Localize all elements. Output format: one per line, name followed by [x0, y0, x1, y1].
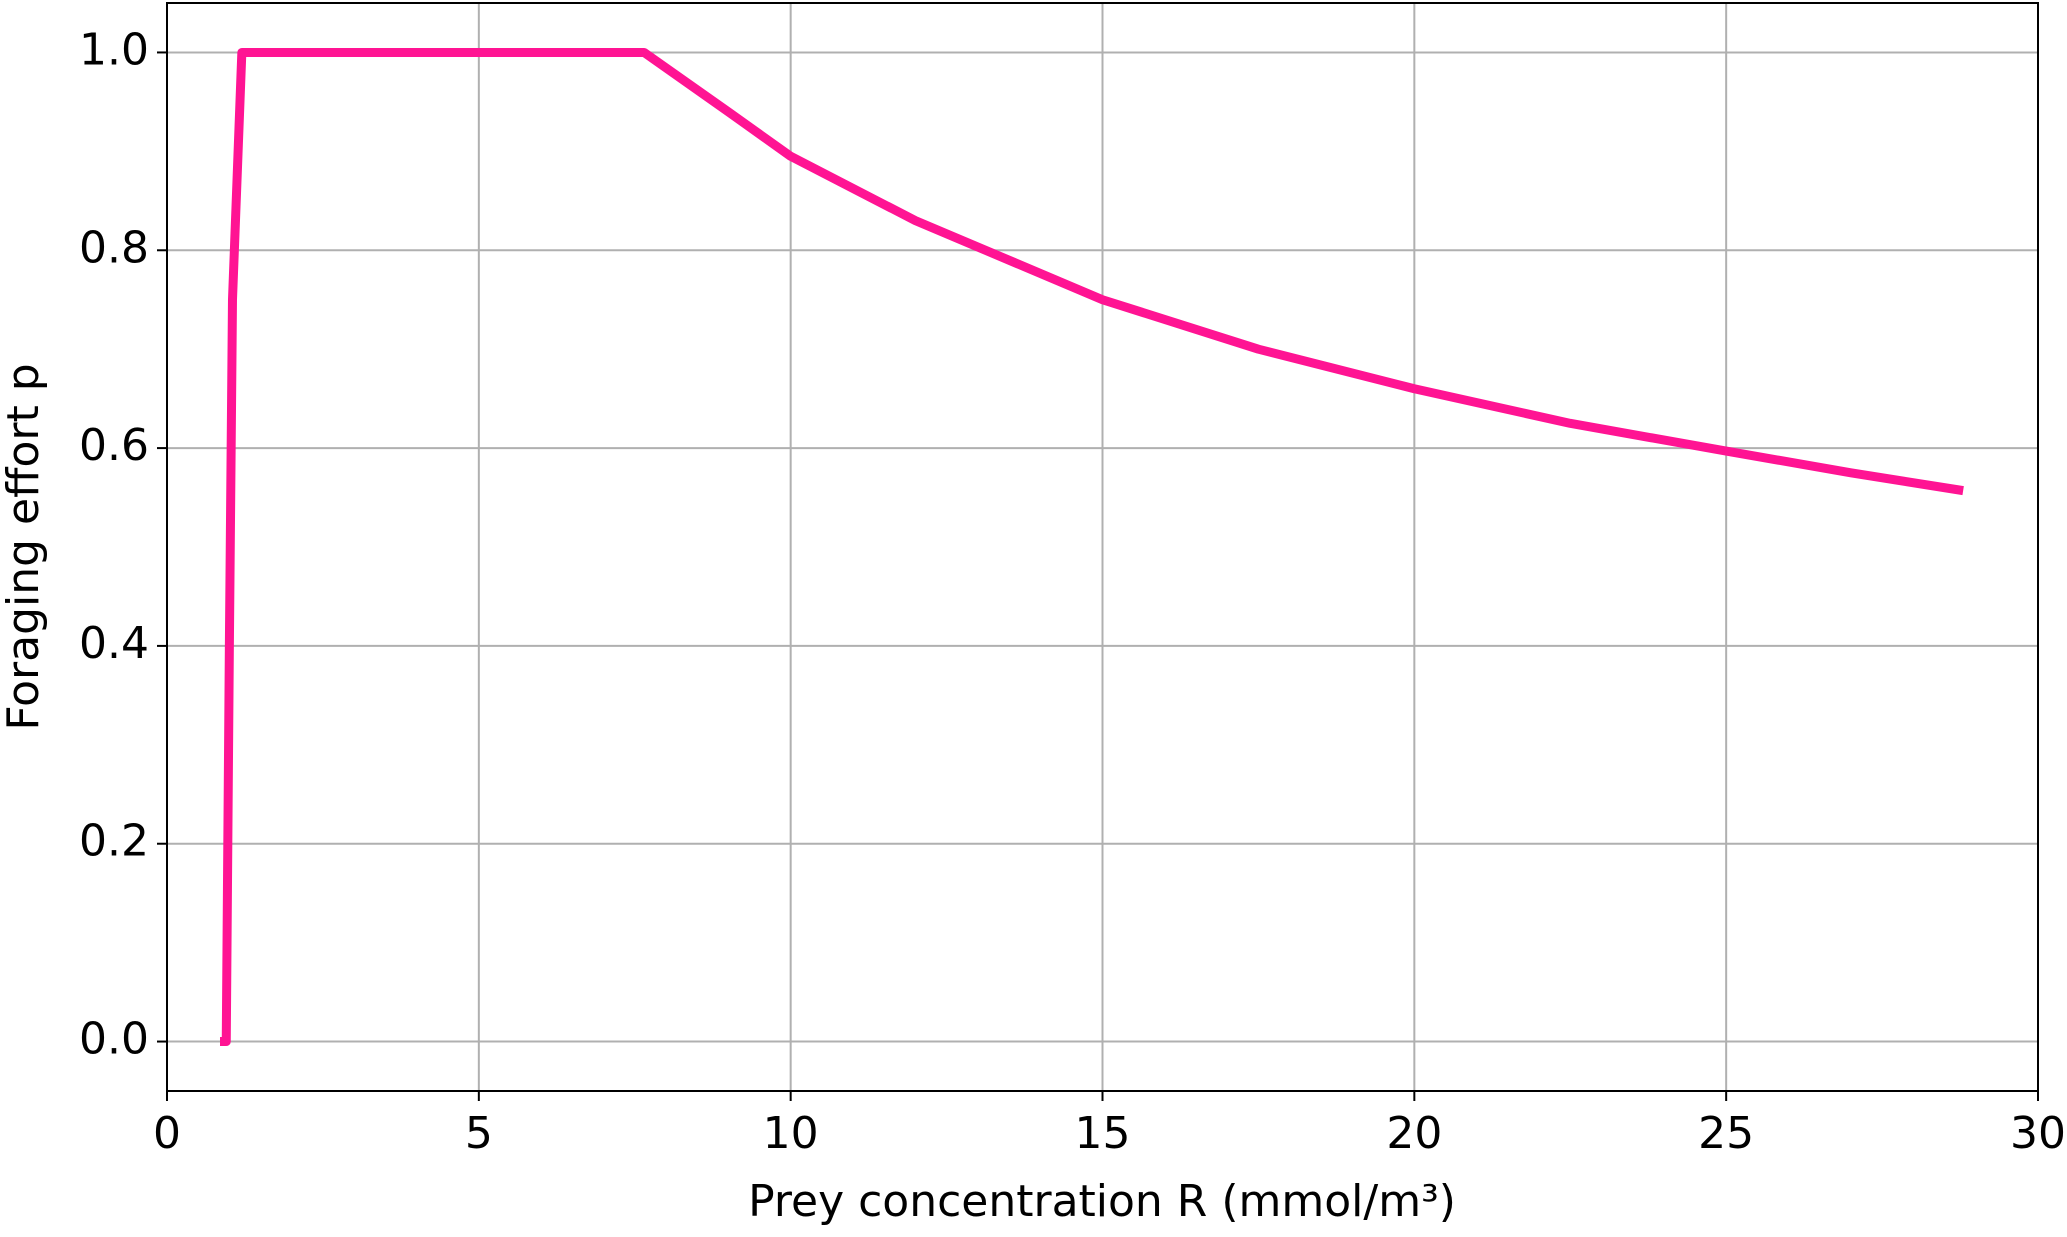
x-tick-label: 0	[153, 1108, 181, 1159]
x-tick-label: 20	[1386, 1108, 1442, 1159]
x-axis-label: Prey concentration R (mmol/m³)	[748, 1176, 1456, 1227]
x-tick-label: 5	[465, 1108, 493, 1159]
x-tick-label: 10	[763, 1108, 819, 1159]
y-tick-label: 0.6	[79, 420, 149, 471]
plot-frame	[166, 2, 2039, 1092]
data-line	[220, 47, 1964, 1047]
y-axis-label: Foraging effort p	[0, 363, 49, 730]
x-tick-label: 30	[2010, 1108, 2066, 1159]
y-tick-label: 0.4	[79, 618, 149, 669]
y-tick-label: 1.0	[79, 24, 149, 75]
y-tick-label: 0.0	[79, 1014, 149, 1065]
x-tick-label: 15	[1075, 1108, 1131, 1159]
y-tick-label: 0.2	[79, 816, 149, 867]
x-tick-label: 25	[1698, 1108, 1754, 1159]
y-tick-label: 0.8	[79, 222, 149, 273]
